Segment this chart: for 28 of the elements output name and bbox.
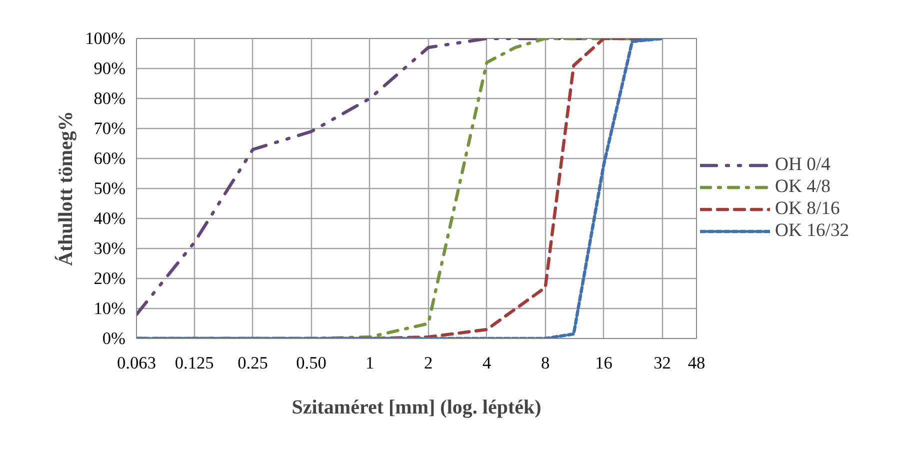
x-tick-label: 8 [540,354,550,372]
x-tick-label: 0.125 [174,354,214,372]
x-tick-label: 2 [424,354,433,372]
x-tick-label: 1 [365,354,374,372]
x-tick-label: 16 [595,354,613,372]
y-axis-title: Áthullott tömeg% [54,111,78,266]
legend-label: OK 4/8 [775,176,830,198]
x-tick-label: 32 [654,354,671,372]
y-tick-label: 50% [94,179,126,198]
legend-label: OK 16/32 [775,220,850,242]
x-tick-label: 48 [688,354,706,372]
y-tick-label: 10% [94,299,126,318]
y-tick-label: 60% [94,149,126,168]
y-tick-label: 40% [94,209,126,228]
legend-label: OK 8/16 [775,198,840,220]
legend-label: OH 0/4 [775,154,830,176]
x-tick-label: 0.063 [117,354,156,372]
x-axis-title: Szitaméret [mm] (log. lépték) [292,396,542,418]
x-tick-label: 0.25 [238,354,268,372]
x-tick-label: 4 [482,354,492,372]
y-tick-label: 100% [85,29,126,48]
y-tick-label: 70% [94,119,126,138]
y-tick-label: 80% [94,89,126,108]
y-tick-label: 90% [94,59,126,78]
y-tick-label: 0% [102,329,126,348]
y-tick-label: 20% [94,269,126,288]
y-tick-label: 30% [94,239,126,258]
x-tick-label: 0.50 [296,354,326,372]
